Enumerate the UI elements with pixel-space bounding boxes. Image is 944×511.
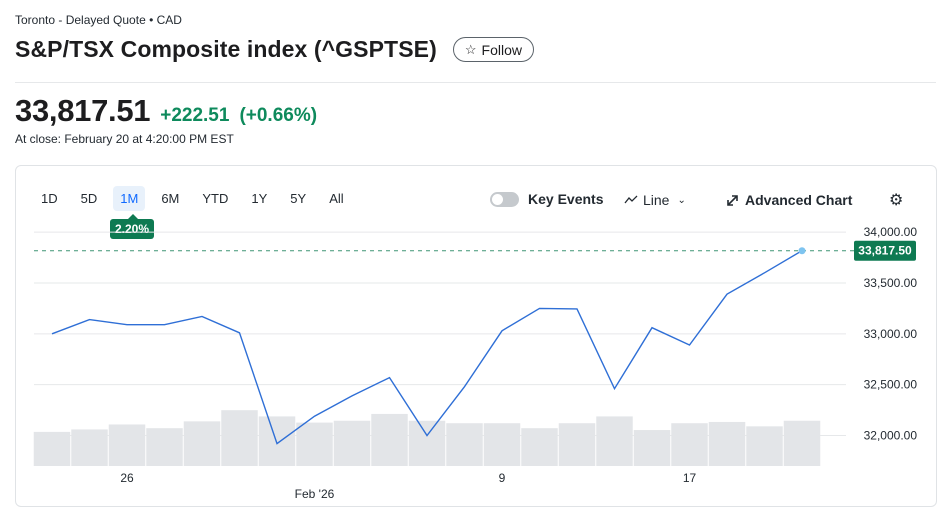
follow-button[interactable]: ☆ Follow <box>452 37 534 62</box>
chart-type-select[interactable]: Line ⌄ <box>624 192 686 208</box>
expand-icon <box>727 194 738 206</box>
chart-card: 1D 5D 1M 6M YTD 1Y 5Y All 2.20% Key Even… <box>15 165 937 507</box>
title-row: S&P/TSX Composite index (^GSPTSE) ☆ Foll… <box>15 36 534 63</box>
advanced-chart-label: Advanced Chart <box>745 192 853 208</box>
range-tabs: 1D 5D 1M 6M YTD 1Y 5Y All <box>34 186 360 211</box>
volume-bar <box>596 416 633 466</box>
volume-bar <box>258 416 296 466</box>
volume-bar <box>671 423 708 466</box>
volume-bar <box>333 420 371 466</box>
volume-bar <box>483 423 521 466</box>
volume-bar <box>558 423 596 466</box>
chart-type-label: Line <box>643 192 670 208</box>
key-events-toggle[interactable]: Key Events <box>490 191 603 207</box>
volume-bar <box>71 429 108 466</box>
volume-bar <box>146 428 183 466</box>
range-tab-1d[interactable]: 1D <box>41 191 58 206</box>
gear-icon[interactable]: ⚙ <box>889 192 904 209</box>
volume-bar <box>446 423 483 466</box>
range-tab-ytd[interactable]: YTD <box>202 191 229 206</box>
range-tab-1y[interactable]: 1Y <box>251 191 268 206</box>
last-price-label-bg <box>854 240 916 261</box>
close-time: At close: February 20 at 4:20:00 PM EST <box>15 132 234 146</box>
volume-bar <box>708 421 746 466</box>
y-tick-label: 34,000.00 <box>864 225 918 239</box>
range-tab-all[interactable]: All <box>329 191 344 206</box>
range-tab-1m[interactable]: 1M <box>113 186 146 211</box>
range-tab-5d[interactable]: 5D <box>80 191 98 206</box>
price-change: +222.51 <box>160 105 230 126</box>
star-icon: ☆ <box>464 42 477 57</box>
price-row: 33,817.51 +222.51 (+0.66%) <box>15 93 317 129</box>
volume-bar <box>746 426 783 466</box>
x-tick-label: 17 <box>683 471 697 485</box>
last-price-dot <box>798 247 806 255</box>
follow-label: Follow <box>481 41 522 58</box>
range-tab-6m[interactable]: 6M <box>161 191 180 206</box>
volume-bar <box>108 424 146 466</box>
y-tick-label: 32,500.00 <box>864 378 918 392</box>
current-price: 33,817.51 <box>15 93 151 128</box>
last-price-label: 33,817.50 <box>858 244 912 258</box>
volume-bar <box>183 421 221 466</box>
toggle-knob <box>492 193 503 205</box>
range-tab-5y[interactable]: 5Y <box>290 191 307 206</box>
y-tick-label: 32,000.00 <box>864 429 918 443</box>
x-tick-label: 26 <box>120 471 134 485</box>
x-tick-label: 9 <box>499 471 506 485</box>
y-tick-label: 33,500.00 <box>864 276 918 290</box>
header-divider <box>15 82 936 83</box>
toggle-switch[interactable] <box>490 191 519 207</box>
x-tick-label: Feb '26 <box>295 487 335 501</box>
volume-bar <box>33 431 71 466</box>
volume-bar <box>296 422 333 466</box>
volume-bar <box>633 430 671 466</box>
price-line <box>51 250 803 445</box>
key-events-label: Key Events <box>528 191 604 207</box>
volume-bar <box>371 413 408 466</box>
volume-bar <box>783 420 821 466</box>
y-tick-label: 33,000.00 <box>864 327 918 341</box>
exchange-info: Toronto - Delayed Quote • CAD <box>15 13 182 27</box>
chevron-down-icon: ⌄ <box>677 194 686 206</box>
page-title: S&P/TSX Composite index (^GSPTSE) <box>15 36 437 62</box>
line-chart-icon <box>624 195 638 204</box>
price-chart[interactable]: 34,000.00 33,500.00 33,000.00 32,500.00 32,0… <box>16 166 936 506</box>
volume-bar <box>521 428 558 466</box>
volume-bar <box>221 410 258 466</box>
volume-bar <box>408 420 446 466</box>
price-change-percent: (+0.66%) <box>239 105 318 126</box>
advanced-chart-button[interactable]: Advanced Chart <box>726 192 852 208</box>
